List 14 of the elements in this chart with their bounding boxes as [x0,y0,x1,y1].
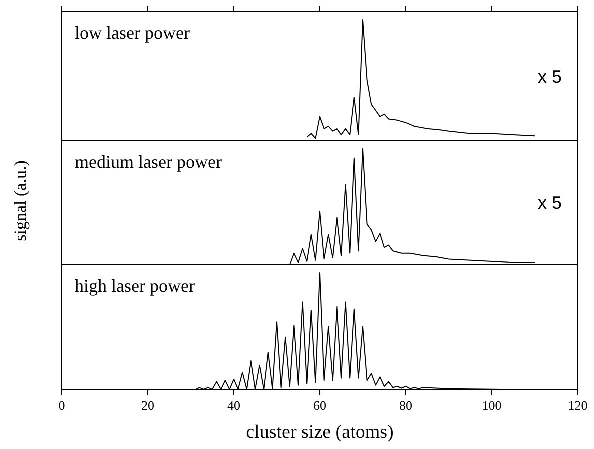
annotation: x 5 [538,193,562,214]
chart-title: low laser power [75,23,190,43]
x-tick-label: 100 [482,398,502,413]
chart-title: medium laser power [75,152,222,172]
x-tick-label: 120 [568,398,588,413]
y-axis-title: signal (a.u.) [11,160,30,242]
x-tick-label: 80 [400,398,412,413]
x-axis-title: cluster size (atoms) [246,422,394,443]
x-tick-label: 60 [314,398,326,413]
x-tick-label: 40 [228,398,240,413]
chart-title: high laser power [75,276,195,296]
x-tick-label: 20 [142,398,154,413]
x-tick-label: 0 [58,398,66,413]
annotation: x 5 [538,66,562,87]
